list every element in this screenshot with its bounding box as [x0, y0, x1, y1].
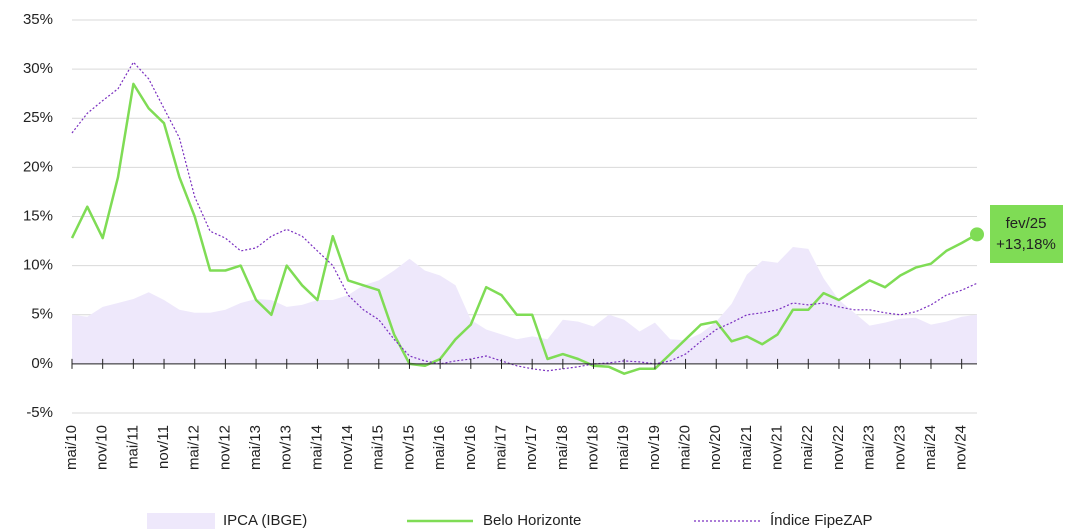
line: [70, 82, 978, 375]
x-tick-label: mai/20: [677, 425, 694, 470]
x-tick-label: mai/10: [63, 425, 80, 470]
y-tick-label: 35%: [23, 11, 53, 28]
x-tick-label: mai/11: [124, 425, 141, 469]
x-tick-label: nov/16: [462, 425, 479, 470]
legend-swatch: [147, 513, 215, 529]
legend-label: Índice FipeZAP: [770, 512, 873, 529]
x-tick-label: nov/13: [278, 425, 295, 470]
y-tick-label: 25%: [23, 109, 53, 126]
legend-label: IPCA (IBGE): [223, 512, 307, 529]
legend: IPCA (IBGE) Belo Horizonte Índice FipeZAP: [147, 512, 873, 529]
x-tick-label: mai/15: [370, 425, 387, 470]
y-tick-label: 5%: [31, 306, 53, 323]
x-tick-label: nov/10: [94, 425, 111, 470]
end-point: [970, 227, 984, 242]
x-tick-label: nov/20: [707, 425, 724, 470]
y-tick-label: 30%: [23, 60, 53, 77]
x-tick-label: nov/23: [891, 425, 908, 470]
x-tick-label: nov/22: [830, 425, 847, 470]
y-tick-label: 20%: [23, 158, 53, 175]
x-tick-label: mai/16: [431, 425, 448, 470]
x-tick-label: mai/19: [615, 425, 632, 470]
x-tick-label: nov/24: [953, 425, 970, 470]
legend-label: Belo Horizonte: [483, 512, 581, 529]
axes: -5% 0% 5% 10% 15% 20% 25% 30% 35% mai/10 nov/10 mai…: [23, 11, 977, 470]
annotation-date: fev/25: [1006, 215, 1047, 232]
x-tick-label: nov/14: [339, 425, 356, 470]
x-tick-label: mai/18: [554, 425, 571, 470]
x-tick-label: mai/23: [861, 425, 878, 470]
x-tick-label: mai/17: [492, 425, 509, 470]
plot: [70, 61, 978, 375]
x-tick-label: mai/14: [308, 425, 325, 470]
x-tick-label: nov/19: [646, 425, 663, 470]
x-tick-label: mai/13: [247, 425, 264, 470]
y-tick-label: 0%: [31, 355, 53, 372]
x-tick-label: nov/11: [155, 425, 172, 469]
y-tick-label: 10%: [23, 257, 53, 274]
x-tick-label: nov/18: [584, 425, 601, 470]
x-tick-label: nov/17: [523, 425, 540, 470]
x-tick-label: mai/24: [922, 425, 939, 470]
annotation-label: +13,18%: [996, 236, 1056, 253]
x-tick-label: nov/12: [216, 425, 233, 470]
area: [72, 247, 977, 364]
y-tick-label: 15%: [23, 207, 53, 224]
x-tick-label: mai/21: [738, 425, 755, 470]
annotation: fev/25 +13,18%: [970, 205, 1063, 263]
x-tick-label: nov/15: [400, 425, 417, 470]
x-tick-label: mai/12: [186, 425, 203, 470]
line: [71, 61, 978, 372]
x-tick-label: mai/22: [799, 425, 816, 470]
x-tick-label: nov/21: [769, 425, 786, 470]
y-tick-label: -5%: [26, 404, 53, 421]
annotation-box: [990, 205, 1063, 263]
